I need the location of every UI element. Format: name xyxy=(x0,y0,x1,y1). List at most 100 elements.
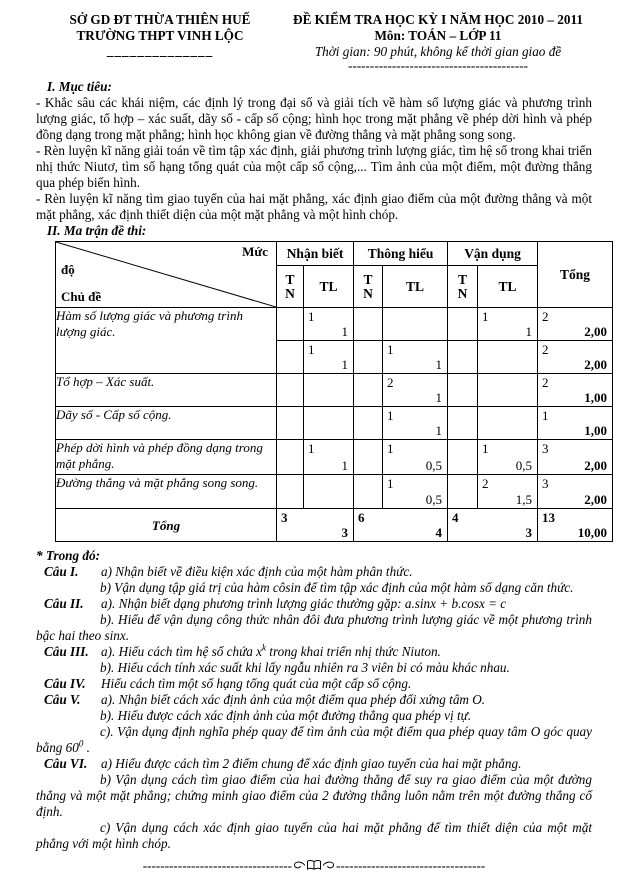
cell-points: 1 xyxy=(341,458,349,473)
matrix-cell xyxy=(382,307,449,341)
topic-cell: Dãy số - Cấp số cộng. xyxy=(55,406,277,440)
corner-label-chu-de: Chủ đề xyxy=(61,289,102,304)
matrix-cell xyxy=(447,340,479,374)
question-text: a) Nhận biết về điều kiện xác định của m… xyxy=(101,564,413,579)
cell-count: 1 xyxy=(387,441,394,456)
question-label: Câu II. xyxy=(44,596,84,611)
cell-count: 1 xyxy=(387,476,394,491)
matrix-total-cell: 2 2,00 xyxy=(537,340,614,374)
matrix-cell xyxy=(302,406,355,440)
question-text-post: trong khai triển nhị thức Niuton. xyxy=(266,644,441,659)
open-book-flourish-icon xyxy=(293,859,335,871)
matrix-cell: 1 0,5 xyxy=(382,439,449,475)
exam-duration: Thời gian: 90 phút, không kể thời gian g… xyxy=(314,44,562,59)
question-subnote: c) Vận dụng cách xác định giao tuyến của… xyxy=(36,820,592,851)
separator-dashes-left: ---------------------------------- xyxy=(142,858,292,873)
title-dashes: ----------------------------------------… xyxy=(347,58,529,73)
section1-heading: I. Mục tiêu: xyxy=(47,79,112,94)
matrix-row-luong-giac-a: Hàm số lượng giác và phương trình lượng … xyxy=(55,307,614,374)
exam-matrix-table: Mức độ Chủ đề Nhận biết Thông hiểu Vận d… xyxy=(55,241,614,542)
cell-count: 13 xyxy=(542,510,556,525)
cell-count: 2 xyxy=(542,375,549,390)
org-line1: SỞ GD ĐT THỪA THIÊN HUẾ xyxy=(69,12,251,27)
cell-points: 0,5 xyxy=(425,492,443,507)
org-underline: ______________ xyxy=(106,43,214,58)
matrix-cell xyxy=(353,373,384,407)
tn-label: TN xyxy=(363,271,373,301)
matrix-row-duong-thang: Đường thẳng và mặt phẳng song song. 1 0,5… xyxy=(55,474,614,509)
section3-heading: * Trong đó: xyxy=(36,548,100,563)
section1-paragraph: - Rèn luyện kĩ năng giải toán về tìm tập… xyxy=(36,143,592,190)
cell-count: 2 xyxy=(542,309,549,324)
cell-points: 1,00 xyxy=(584,390,608,405)
matrix-cell xyxy=(447,307,479,341)
cell-points: 2,00 xyxy=(584,458,608,473)
matrix-cell xyxy=(447,373,479,407)
corner-label-muc: Mức xyxy=(242,244,268,259)
matrix-cell xyxy=(276,373,304,407)
cell-count: 3 xyxy=(542,476,549,491)
question-text: a). Nhận biết dạng phương trình lượng gi… xyxy=(101,596,507,611)
matrix-total-cell: 2 1,00 xyxy=(537,373,614,407)
cell-points: 1 xyxy=(435,423,443,438)
matrix-cell xyxy=(447,439,479,475)
sub-header-tl: TL xyxy=(302,265,355,308)
cell-count: 1 xyxy=(308,342,315,357)
cell-count: 1 xyxy=(387,342,394,357)
matrix-cell xyxy=(353,340,384,374)
cell-points: 1 xyxy=(525,324,533,339)
matrix-cell xyxy=(276,439,304,475)
sub-header-tl: TL xyxy=(477,265,539,308)
issuing-organization: SỞ GD ĐT THỪA THIÊN HUẾ TRƯỜNG THPT VINH… xyxy=(36,12,284,72)
matrix-cell xyxy=(477,406,539,440)
topic-cell: Tổ hợp – Xác suất. xyxy=(55,373,277,407)
matrix-cell xyxy=(477,340,539,374)
question-text-post: . xyxy=(83,740,90,755)
topic-cell: Đường thẳng và mặt phẳng song song. xyxy=(55,474,277,509)
question-subnote: b). Hiểu để vận dụng công thức nhân đôi … xyxy=(36,612,592,643)
matrix-total-cell: 1 1,00 xyxy=(537,406,614,440)
question-subnote: b). Hiểu được cách xác định ảnh của một … xyxy=(100,708,472,723)
cell-points: 1 xyxy=(435,357,443,372)
document-end-separator: ---------------------------------- -----… xyxy=(36,858,592,874)
question-subnote: b). Hiểu cách tính xác suất khi lấy ngẫu… xyxy=(100,660,510,675)
matrix-header-row-levels: Mức độ Chủ đề Nhận biết Thông hiểu Vận d… xyxy=(55,241,614,308)
question-note: Câu IV. Hiểu cách tìm một số hạng tổng qu… xyxy=(36,676,592,692)
level-header-thong-hieu: Thông hiểu xyxy=(353,241,449,266)
question-label: Câu V. xyxy=(44,692,81,707)
tn-label: TN xyxy=(457,271,468,301)
topic-cell: Phép dời hình và phép đồng dạng trong mặ… xyxy=(55,439,277,475)
sub-header-tn: TN xyxy=(447,265,479,308)
matrix-cell xyxy=(447,474,479,509)
section2-heading: II. Ma trận đề thi: xyxy=(47,223,147,238)
matrix-cell xyxy=(276,307,304,341)
cell-points: 1,5 xyxy=(515,492,533,507)
sub-header-tl: TL xyxy=(382,265,449,308)
question-note: Câu VI. a) Hiểu được cách tìm 2 điểm chun… xyxy=(36,756,592,772)
question-label: Câu I. xyxy=(44,564,79,579)
document-header: SỞ GD ĐT THỪA THIÊN HUẾ TRƯỜNG THPT VINH… xyxy=(36,12,592,72)
question-text: a) Hiểu được cách tìm 2 điểm chung để xá… xyxy=(101,756,522,771)
matrix-corner-cell: Mức độ Chủ đề xyxy=(55,241,277,308)
question-subnote: b) Vận dụng tập giá trị của hàm côsin để… xyxy=(100,580,574,595)
cell-count: 3 xyxy=(281,510,288,525)
question-note: Câu III. a). Hiểu cách tìm hệ số chứa xk … xyxy=(36,643,592,660)
question-label: Câu IV. xyxy=(44,676,86,691)
question-text-pre: a). Hiểu cách tìm hệ số chứa x xyxy=(101,644,262,659)
matrix-cell xyxy=(353,474,384,509)
question-text: Hiểu cách tìm một số hạng tổng quát của … xyxy=(101,676,412,691)
matrix-total-cell: 2 2,00 xyxy=(537,307,614,341)
section1-paragraph: - Khắc sâu các khái niệm, các định lý tr… xyxy=(36,95,592,142)
matrix-cell xyxy=(302,474,355,509)
cell-count: 3 xyxy=(542,441,549,456)
diagonal-divider-line xyxy=(56,242,276,307)
